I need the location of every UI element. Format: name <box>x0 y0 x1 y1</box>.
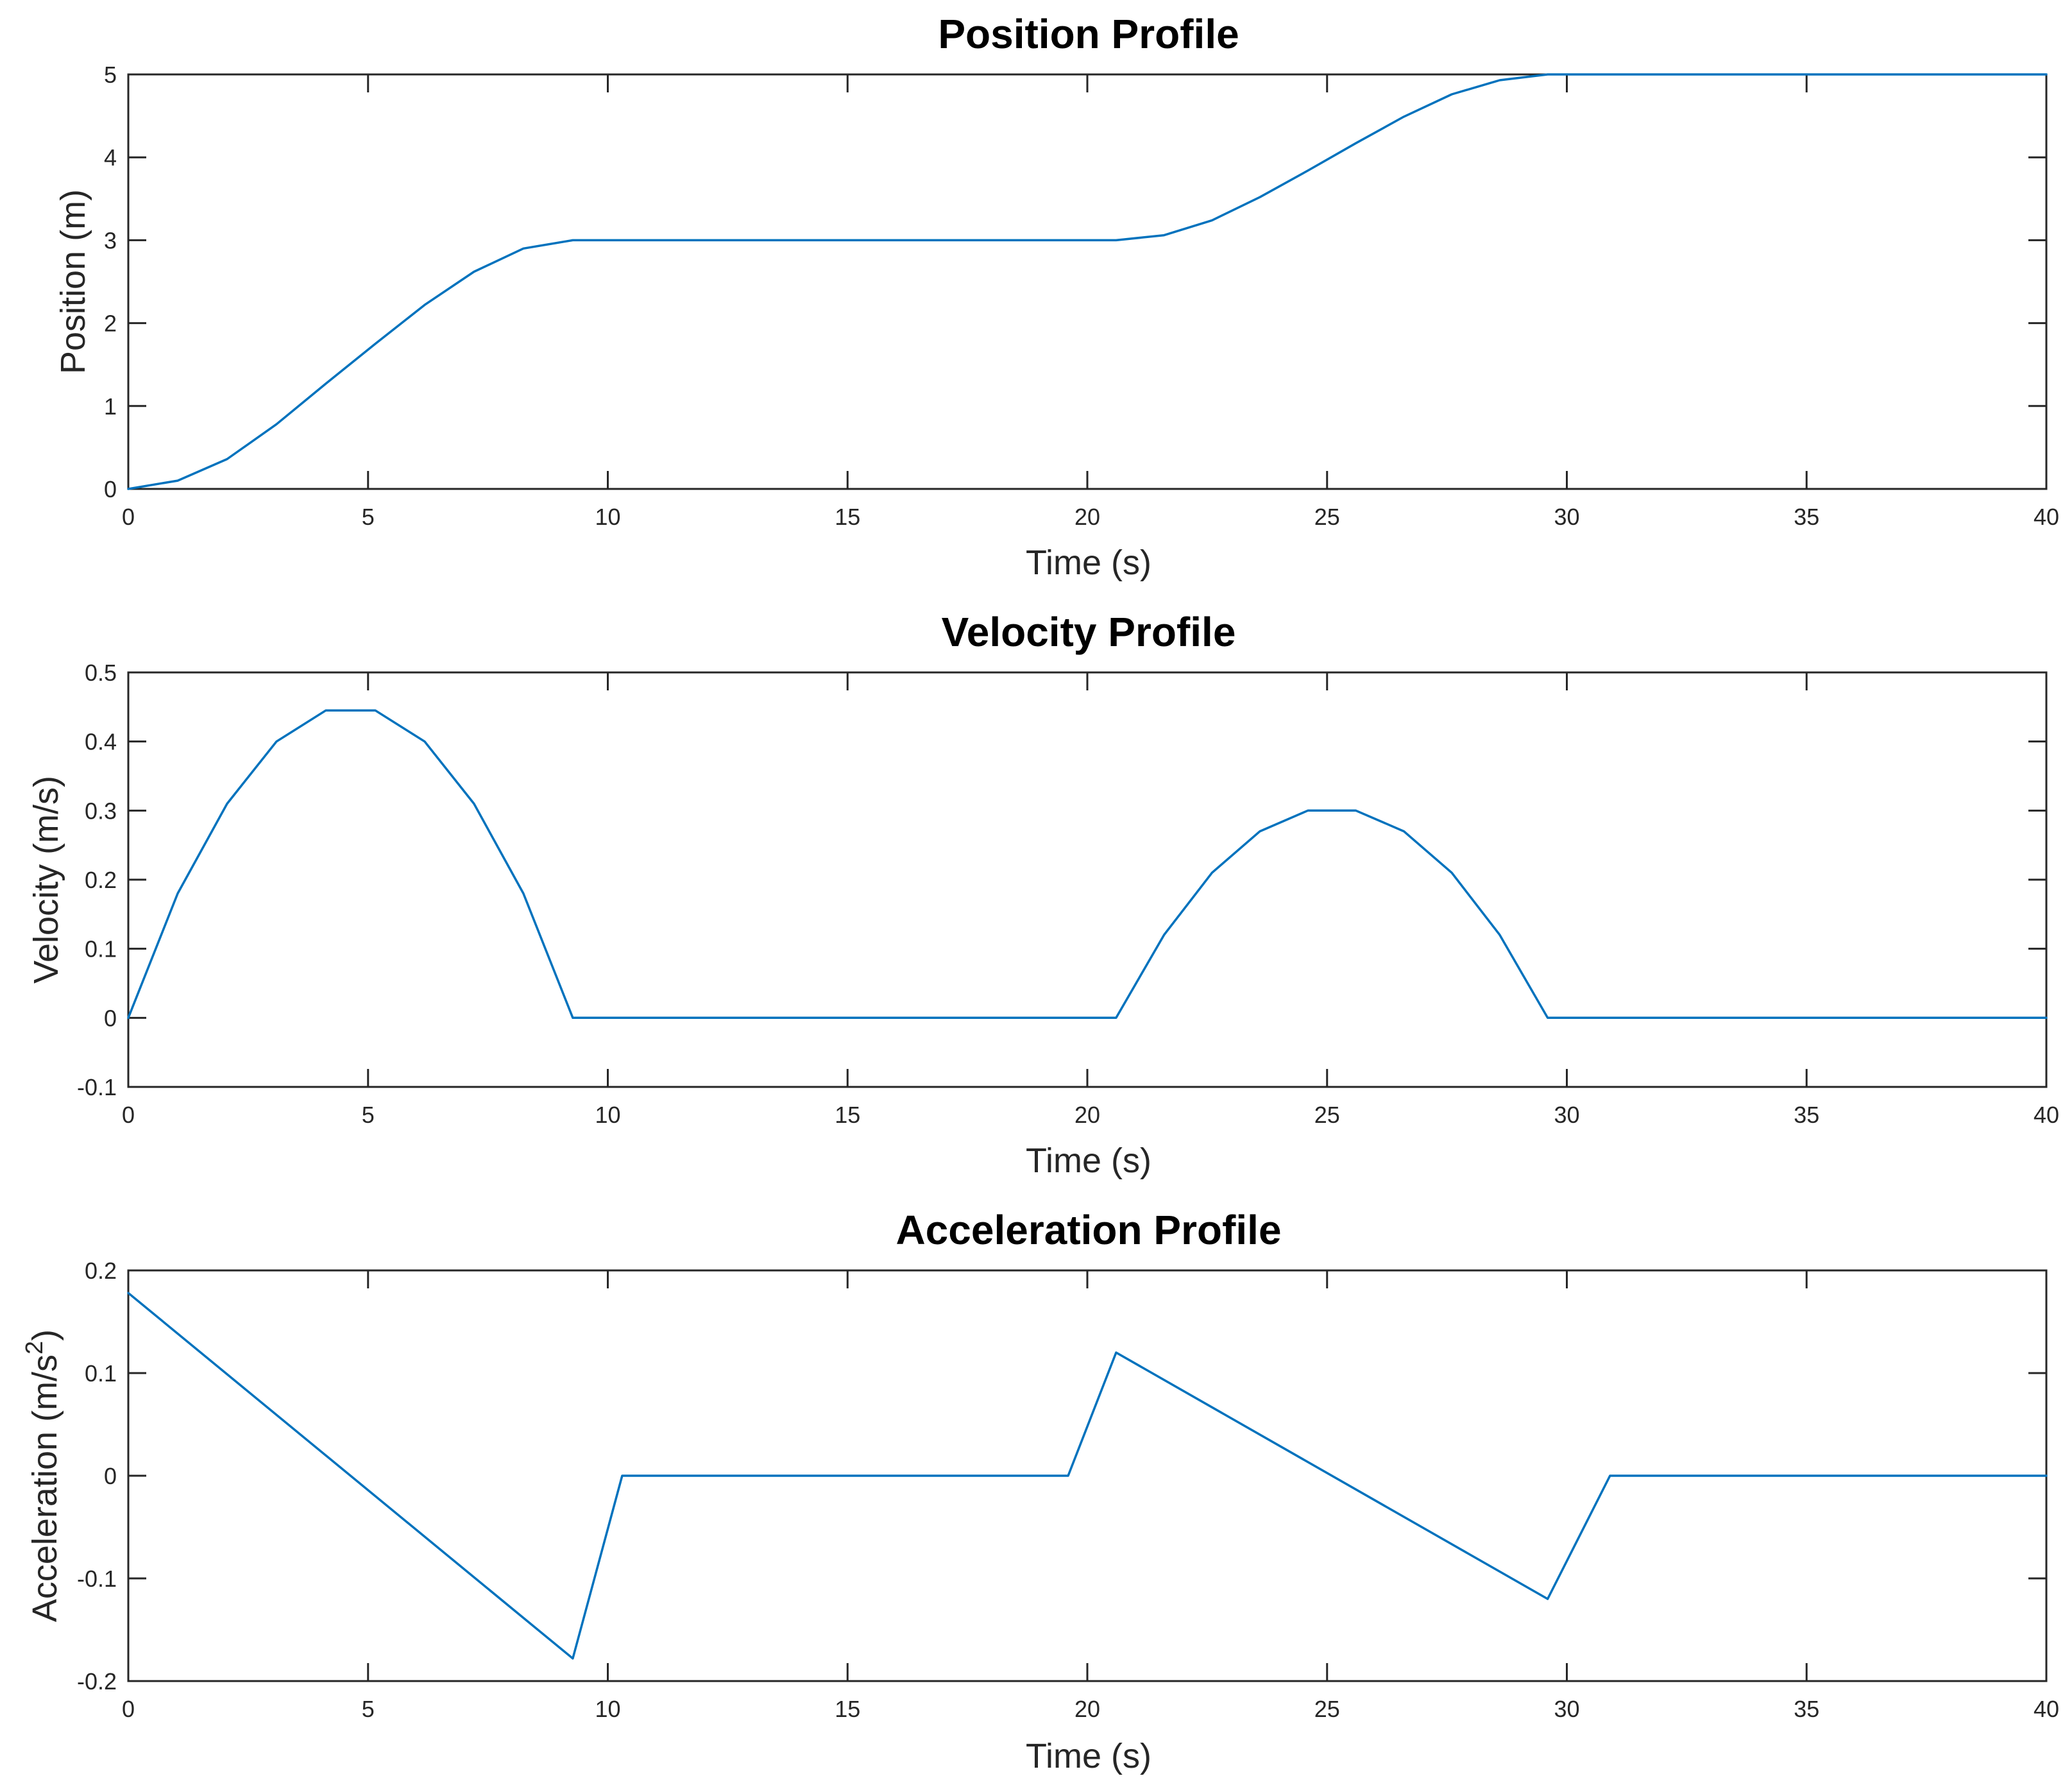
acceleration-y-tick-label: 0 <box>104 1463 117 1489</box>
acceleration-x-tick-label: 35 <box>1794 1696 1819 1722</box>
position-panel: Position Profile 0 5 10 15 20 25 30 35 40 0 1 2 3 4 5… <box>54 11 2059 582</box>
position-x-tick-label: 20 <box>1074 504 1100 530</box>
acceleration-title: Acceleration Profile <box>896 1207 1281 1253</box>
velocity-y-tick-label: 0 <box>104 1005 117 1031</box>
velocity-y-tick-label: -0.1 <box>77 1074 117 1100</box>
acceleration-x-tick-label: 0 <box>122 1696 135 1722</box>
acceleration-ylabel-superscript: 2 <box>21 1341 48 1354</box>
acceleration-y-tick-label: 0.2 <box>85 1258 117 1284</box>
position-y-tick-label: 2 <box>104 311 117 337</box>
acceleration-y-tick-label: -0.1 <box>77 1566 117 1592</box>
position-xlabel: Time (s) <box>1026 543 1151 582</box>
velocity-series-line <box>127 709 2048 1020</box>
velocity-x-ticks: 0 5 10 15 20 25 30 35 40 <box>122 672 2059 1128</box>
acceleration-ylabel: Acceleration (m/s2) <box>21 1329 64 1622</box>
velocity-y-tick-label: 0.1 <box>85 936 117 962</box>
acceleration-x-tick-label: 20 <box>1074 1696 1100 1722</box>
velocity-xlabel: Time (s) <box>1026 1141 1151 1180</box>
velocity-ylabel: Velocity (m/s) <box>27 776 65 984</box>
acceleration-series-line <box>127 1292 2048 1660</box>
position-y-tick-label: 3 <box>104 227 117 253</box>
velocity-x-tick-label: 25 <box>1314 1102 1340 1128</box>
position-x-tick-label: 0 <box>122 504 135 530</box>
velocity-x-tick-label: 0 <box>122 1102 135 1128</box>
acceleration-x-ticks: 0 5 10 15 20 25 30 35 40 <box>122 1270 2059 1722</box>
velocity-y-tick-label: 0.4 <box>85 729 117 755</box>
position-y-tick-label: 1 <box>104 393 117 420</box>
acceleration-y-ticks: -0.2 -0.1 0 0.1 0.2 <box>77 1258 2046 1695</box>
position-x-tick-label: 25 <box>1314 504 1340 530</box>
acceleration-x-tick-label: 30 <box>1554 1696 1579 1722</box>
velocity-x-tick-label: 35 <box>1794 1102 1819 1128</box>
velocity-x-tick-label: 5 <box>362 1102 375 1128</box>
velocity-x-tick-label: 40 <box>2034 1102 2059 1128</box>
velocity-y-tick-label: 0.3 <box>85 798 117 824</box>
acceleration-ylabel-main: Acceleration (m/s <box>26 1354 64 1622</box>
acceleration-x-tick-label: 5 <box>362 1696 375 1722</box>
position-series-line <box>127 73 2048 490</box>
velocity-y-ticks: -0.1 0 0.1 0.2 0.3 0.4 0.5 <box>77 660 2046 1100</box>
velocity-x-tick-label: 15 <box>835 1102 860 1128</box>
acceleration-x-tick-label: 10 <box>595 1696 620 1722</box>
position-x-tick-label: 40 <box>2034 504 2059 530</box>
acceleration-ylabel-close: ) <box>26 1329 64 1341</box>
position-x-tick-label: 35 <box>1794 504 1819 530</box>
velocity-x-tick-label: 30 <box>1554 1102 1579 1128</box>
velocity-y-tick-label: 0.2 <box>85 867 117 893</box>
acceleration-x-tick-label: 25 <box>1314 1696 1340 1722</box>
position-x-tick-label: 10 <box>595 504 620 530</box>
acceleration-x-tick-label: 15 <box>835 1696 860 1722</box>
position-y-tick-label: 0 <box>104 476 117 502</box>
acceleration-y-tick-label: 0.1 <box>85 1360 117 1387</box>
velocity-x-tick-label: 10 <box>595 1102 620 1128</box>
position-title: Position Profile <box>938 11 1239 57</box>
position-ylabel: Position (m) <box>54 189 92 374</box>
position-x-tick-label: 30 <box>1554 504 1579 530</box>
position-x-tick-label: 15 <box>835 504 860 530</box>
velocity-panel: Velocity Profile 0 5 10 15 20 25 30 35 40 -0.100… <box>27 609 2059 1180</box>
position-x-ticks: 0 5 10 15 20 25 30 35 40 <box>122 74 2059 530</box>
velocity-x-tick-label: 20 <box>1074 1102 1100 1128</box>
position-y-tick-label: 4 <box>104 144 117 171</box>
velocity-y-tick-label: 0.5 <box>85 660 117 686</box>
acceleration-xlabel: Time (s) <box>1026 1737 1151 1775</box>
position-y-tick-label: 5 <box>104 62 117 88</box>
velocity-title: Velocity Profile <box>942 609 1236 655</box>
acceleration-x-tick-label: 40 <box>2034 1696 2059 1722</box>
position-x-tick-label: 5 <box>362 504 375 530</box>
acceleration-panel: Acceleration Profile 0 5 10 15 20 25 30 35 40 -0… <box>21 1207 2059 1775</box>
acceleration-y-tick-label: -0.2 <box>77 1668 117 1695</box>
